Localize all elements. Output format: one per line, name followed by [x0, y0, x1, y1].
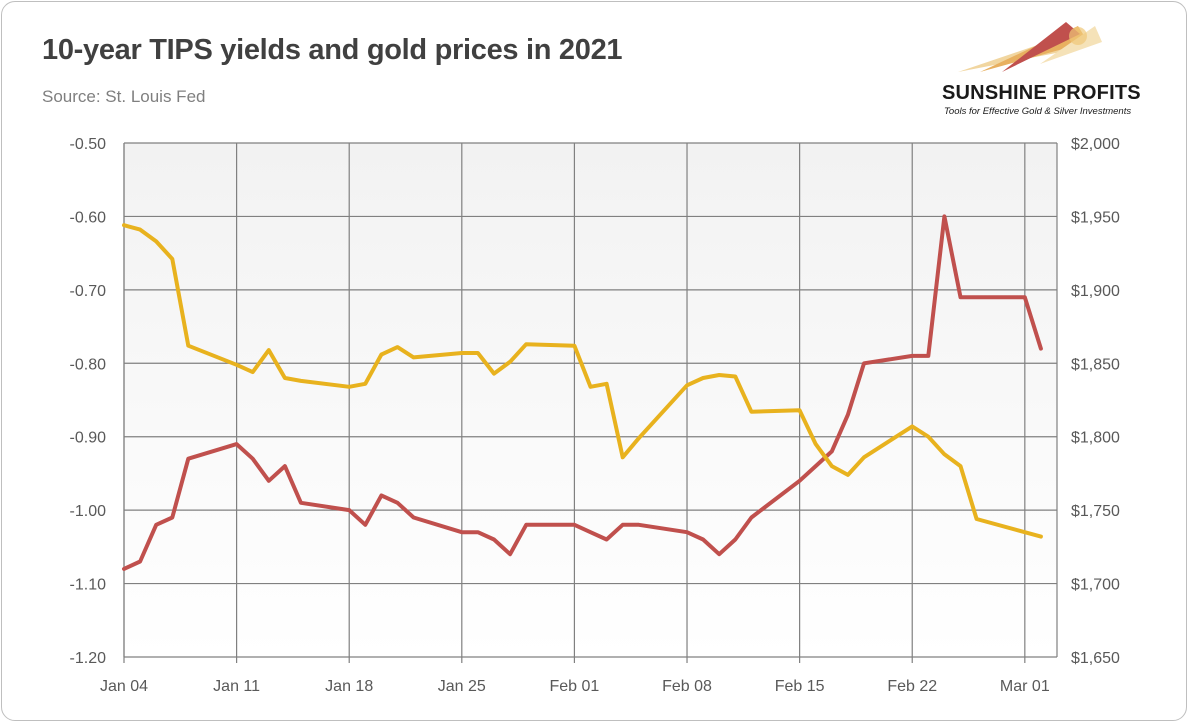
right-tick-label: $1,800 — [1071, 430, 1120, 447]
x-tick-label: Feb 01 — [550, 678, 600, 695]
left-tick-label: -1.10 — [70, 577, 107, 594]
left-tick-label: -0.80 — [70, 356, 107, 373]
x-tick-label: Feb 15 — [775, 678, 825, 695]
x-tick-label: Jan 11 — [213, 678, 260, 695]
x-tick-label: Feb 08 — [662, 678, 712, 695]
right-tick-label: $1,750 — [1071, 503, 1120, 520]
logo-tagline: Tools for Effective Gold & Silver Invest… — [944, 106, 1132, 117]
sunshine-profits-logo: SUNSHINE PROFITS Tools for Effective Gol… — [930, 20, 1170, 120]
gridlines — [123, 142, 1058, 663]
left-tick-label: -0.90 — [70, 430, 107, 447]
right-tick-label: $2,000 — [1071, 136, 1120, 153]
left-axis-ticks: -0.50 -0.60 -0.70 -0.80 -0.90 -1.00 -1.10 -1.20 — [70, 136, 107, 667]
right-tick-label: $1,900 — [1071, 283, 1120, 300]
left-tick-label: -0.50 — [70, 136, 107, 153]
x-tick-label: Jan 04 — [100, 678, 148, 695]
chart-source: Source: St. Louis Fed — [42, 87, 206, 106]
x-tick-label: Jan 18 — [325, 678, 373, 695]
x-tick-label: Jan 25 — [438, 678, 486, 695]
chart-title: 10-year TIPS yields and gold prices in 2… — [42, 34, 623, 66]
x-axis-ticks: Jan 04 Jan 11 Jan 18 Jan 25 Feb 01 Feb 08 Feb … — [100, 678, 1050, 695]
tips-series-line — [122, 214, 1043, 571]
left-tick-label: -1.20 — [70, 650, 107, 667]
x-tick-label: Feb 22 — [887, 678, 937, 695]
plot-area — [124, 143, 1057, 657]
left-tick-label: -1.00 — [70, 503, 107, 520]
right-tick-label: $1,650 — [1071, 650, 1120, 667]
sun-rays-icon — [958, 22, 1102, 72]
logo-name: SUNSHINE PROFITS — [942, 82, 1141, 104]
right-tick-label: $1,700 — [1071, 577, 1120, 594]
right-axis-ticks: $2,000 $1,950 $1,900 $1,850 $1,800 $1,750 $1,7… — [1071, 136, 1120, 667]
gold-series-line — [122, 223, 1043, 539]
x-tick-label: Mar 01 — [1000, 678, 1050, 695]
right-tick-label: $1,950 — [1071, 209, 1120, 226]
left-tick-label: -0.60 — [70, 209, 107, 226]
right-tick-label: $1,850 — [1071, 356, 1120, 373]
series-lines — [122, 214, 1043, 571]
left-tick-label: -0.70 — [70, 283, 107, 300]
